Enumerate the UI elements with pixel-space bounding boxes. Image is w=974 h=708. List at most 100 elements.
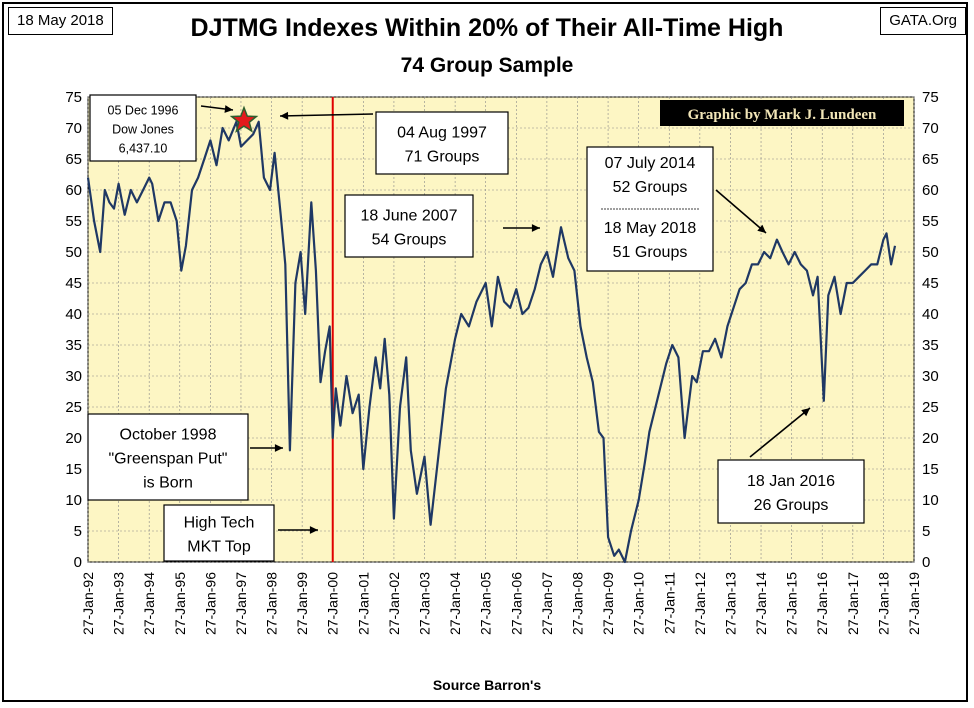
- x-tick-label: 27-Jan-17: [845, 572, 861, 635]
- arrow-oct1998-head: [274, 444, 283, 452]
- x-tick-label: 27-Jan-03: [417, 572, 433, 635]
- x-tick-label: 27-Jan-07: [539, 572, 555, 635]
- annotation-box-jun2007: [344, 194, 474, 258]
- y-tick-label-left: 45: [65, 275, 82, 292]
- x-tick-label: 27-Jan-02: [386, 572, 402, 635]
- chart-title: DJTMG Indexes Within 20% of Their All-Ti…: [190, 14, 784, 42]
- arrow-jan2016: [749, 407, 811, 458]
- annotation-text-may2018: 51 Groups: [613, 244, 688, 261]
- annotation-text-oct1998: "Greenspan Put": [109, 451, 228, 468]
- credit-banner: [660, 100, 904, 126]
- annotation-text-oct1998: October 1998: [120, 427, 217, 444]
- annotation-box-oct1998: [87, 413, 249, 501]
- y-tick-label-right: 30: [922, 368, 939, 385]
- star-icon: [229, 105, 259, 133]
- annotation-box-jan2016: [717, 459, 865, 524]
- annotation-text-oct1998: is Born: [143, 475, 193, 492]
- arrow-aug1997: [279, 113, 374, 117]
- arrow-jul2014: [715, 189, 767, 234]
- annotation-text-jun2007: 18 June 2007: [361, 208, 458, 225]
- y-tick-label-right: 55: [922, 213, 939, 230]
- x-tick-label: 27-Jan-16: [814, 572, 830, 635]
- y-tick-label-right: 45: [922, 275, 939, 292]
- x-tick-label: 27-Jan-08: [569, 572, 585, 635]
- y-tick-label-right: 65: [922, 151, 939, 168]
- y-tick-label-left: 15: [65, 461, 82, 478]
- annotation-box-aug1997: [375, 111, 509, 175]
- annotation-text-jan2016: 18 Jan 2016: [747, 473, 835, 490]
- x-axis-label: Source Barron's: [432, 677, 542, 693]
- y-tick-label-left: 30: [65, 368, 82, 385]
- x-tick-label: 27-Jan-19: [906, 572, 922, 635]
- x-tick-label: 27-Jan-11: [661, 572, 677, 634]
- y-tick-label-left: 75: [65, 89, 82, 106]
- x-tick-label: 27-Jan-04: [447, 572, 463, 635]
- x-tick-label: 27-Jan-93: [111, 572, 127, 635]
- annotation-box-hightech: [163, 504, 275, 562]
- x-tick-label: 27-Jan-10: [631, 572, 647, 635]
- x-tick-label: 27-Jan-98: [264, 572, 280, 635]
- arrow-dow-head: [224, 105, 233, 113]
- y-tick-label-right: 20: [922, 430, 939, 447]
- annotation-text-jan2016: 26 Groups: [754, 497, 829, 514]
- annotation-text-aug1997: 71 Groups: [405, 149, 480, 166]
- y-tick-label-left: 50: [65, 244, 82, 261]
- x-tick-label: 27-Jan-14: [753, 572, 769, 635]
- source-site-label: GATA.Org: [880, 7, 966, 35]
- y-tick-label-left: 5: [74, 523, 82, 540]
- y-tick-label-right: 25: [922, 399, 939, 416]
- y-tick-label-left: 35: [65, 337, 82, 354]
- annotation-text-dow: 6,437.10: [119, 141, 168, 155]
- x-tick-label: 27-Jan-95: [172, 572, 188, 635]
- y-tick-label-left: 0: [74, 554, 82, 571]
- x-tick-label: 27-Jan-99: [294, 572, 310, 635]
- y-tick-label-right: 50: [922, 244, 939, 261]
- y-tick-label-left: 65: [65, 151, 82, 168]
- annotation-text-jul2014: 52 Groups: [613, 179, 688, 196]
- y-tick-label-left: 10: [65, 492, 82, 509]
- y-tick-label-right: 0: [922, 554, 930, 571]
- x-tick-label: 27-Jan-05: [478, 572, 494, 635]
- arrow-hightech-head: [309, 526, 318, 534]
- annotation-text-may2018: 18 May 2018: [604, 220, 697, 237]
- annotation-text-hightech: MKT Top: [187, 539, 251, 556]
- x-tick-label: 27-Jan-13: [722, 572, 738, 635]
- y-tick-label-right: 10: [922, 492, 939, 509]
- annotation-box-dow: [89, 94, 197, 162]
- arrow-jan2016-head: [801, 408, 810, 417]
- annotation-text-hightech: High Tech: [184, 515, 255, 532]
- x-tick-label: 27-Jan-15: [784, 572, 800, 635]
- annotation-text-dow: Dow Jones: [112, 122, 174, 136]
- x-tick-label: 27-Jan-00: [325, 572, 341, 635]
- y-tick-label-right: 15: [922, 461, 939, 478]
- y-tick-label-right: 70: [922, 120, 939, 137]
- y-tick-label-right: 40: [922, 306, 939, 323]
- y-tick-label-left: 20: [65, 430, 82, 447]
- x-tick-label: 27-Jan-09: [600, 572, 616, 635]
- annotation-text-jul2014: 07 July 2014: [605, 155, 696, 172]
- arrow-aug1997-head: [280, 111, 289, 120]
- x-tick-label: 27-Jan-18: [875, 572, 891, 635]
- x-tick-label: 27-Jan-96: [202, 572, 218, 635]
- y-tick-label-right: 75: [922, 89, 939, 106]
- series-line: [86, 120, 897, 564]
- y-tick-label-right: 5: [922, 523, 930, 540]
- y-tick-label-left: 25: [65, 399, 82, 416]
- credit-label: Graphic by Mark J. Lundeen: [688, 107, 877, 123]
- x-tick-label: 27-Jan-12: [692, 572, 708, 635]
- y-tick-label-right: 60: [922, 182, 939, 199]
- y-tick-label-right: 35: [922, 337, 939, 354]
- x-tick-label: 27-Jan-97: [233, 572, 249, 635]
- x-tick-label: 27-Jan-94: [141, 572, 157, 635]
- annotation-text-jun2007: 54 Groups: [372, 232, 447, 249]
- chart-subtitle: 74 Group Sample: [400, 54, 574, 77]
- annotation-text-dow: 05 Dec 1996: [108, 103, 179, 117]
- annotation-text-aug1997: 04 Aug 1997: [397, 125, 487, 142]
- y-tick-label-left: 70: [65, 120, 82, 137]
- y-tick-label-left: 60: [65, 182, 82, 199]
- arrow-jun2007-head: [531, 224, 540, 232]
- date-label: 18 May 2018: [8, 7, 113, 35]
- y-tick-label-left: 40: [65, 306, 82, 323]
- x-tick-label: 27-Jan-06: [508, 572, 524, 635]
